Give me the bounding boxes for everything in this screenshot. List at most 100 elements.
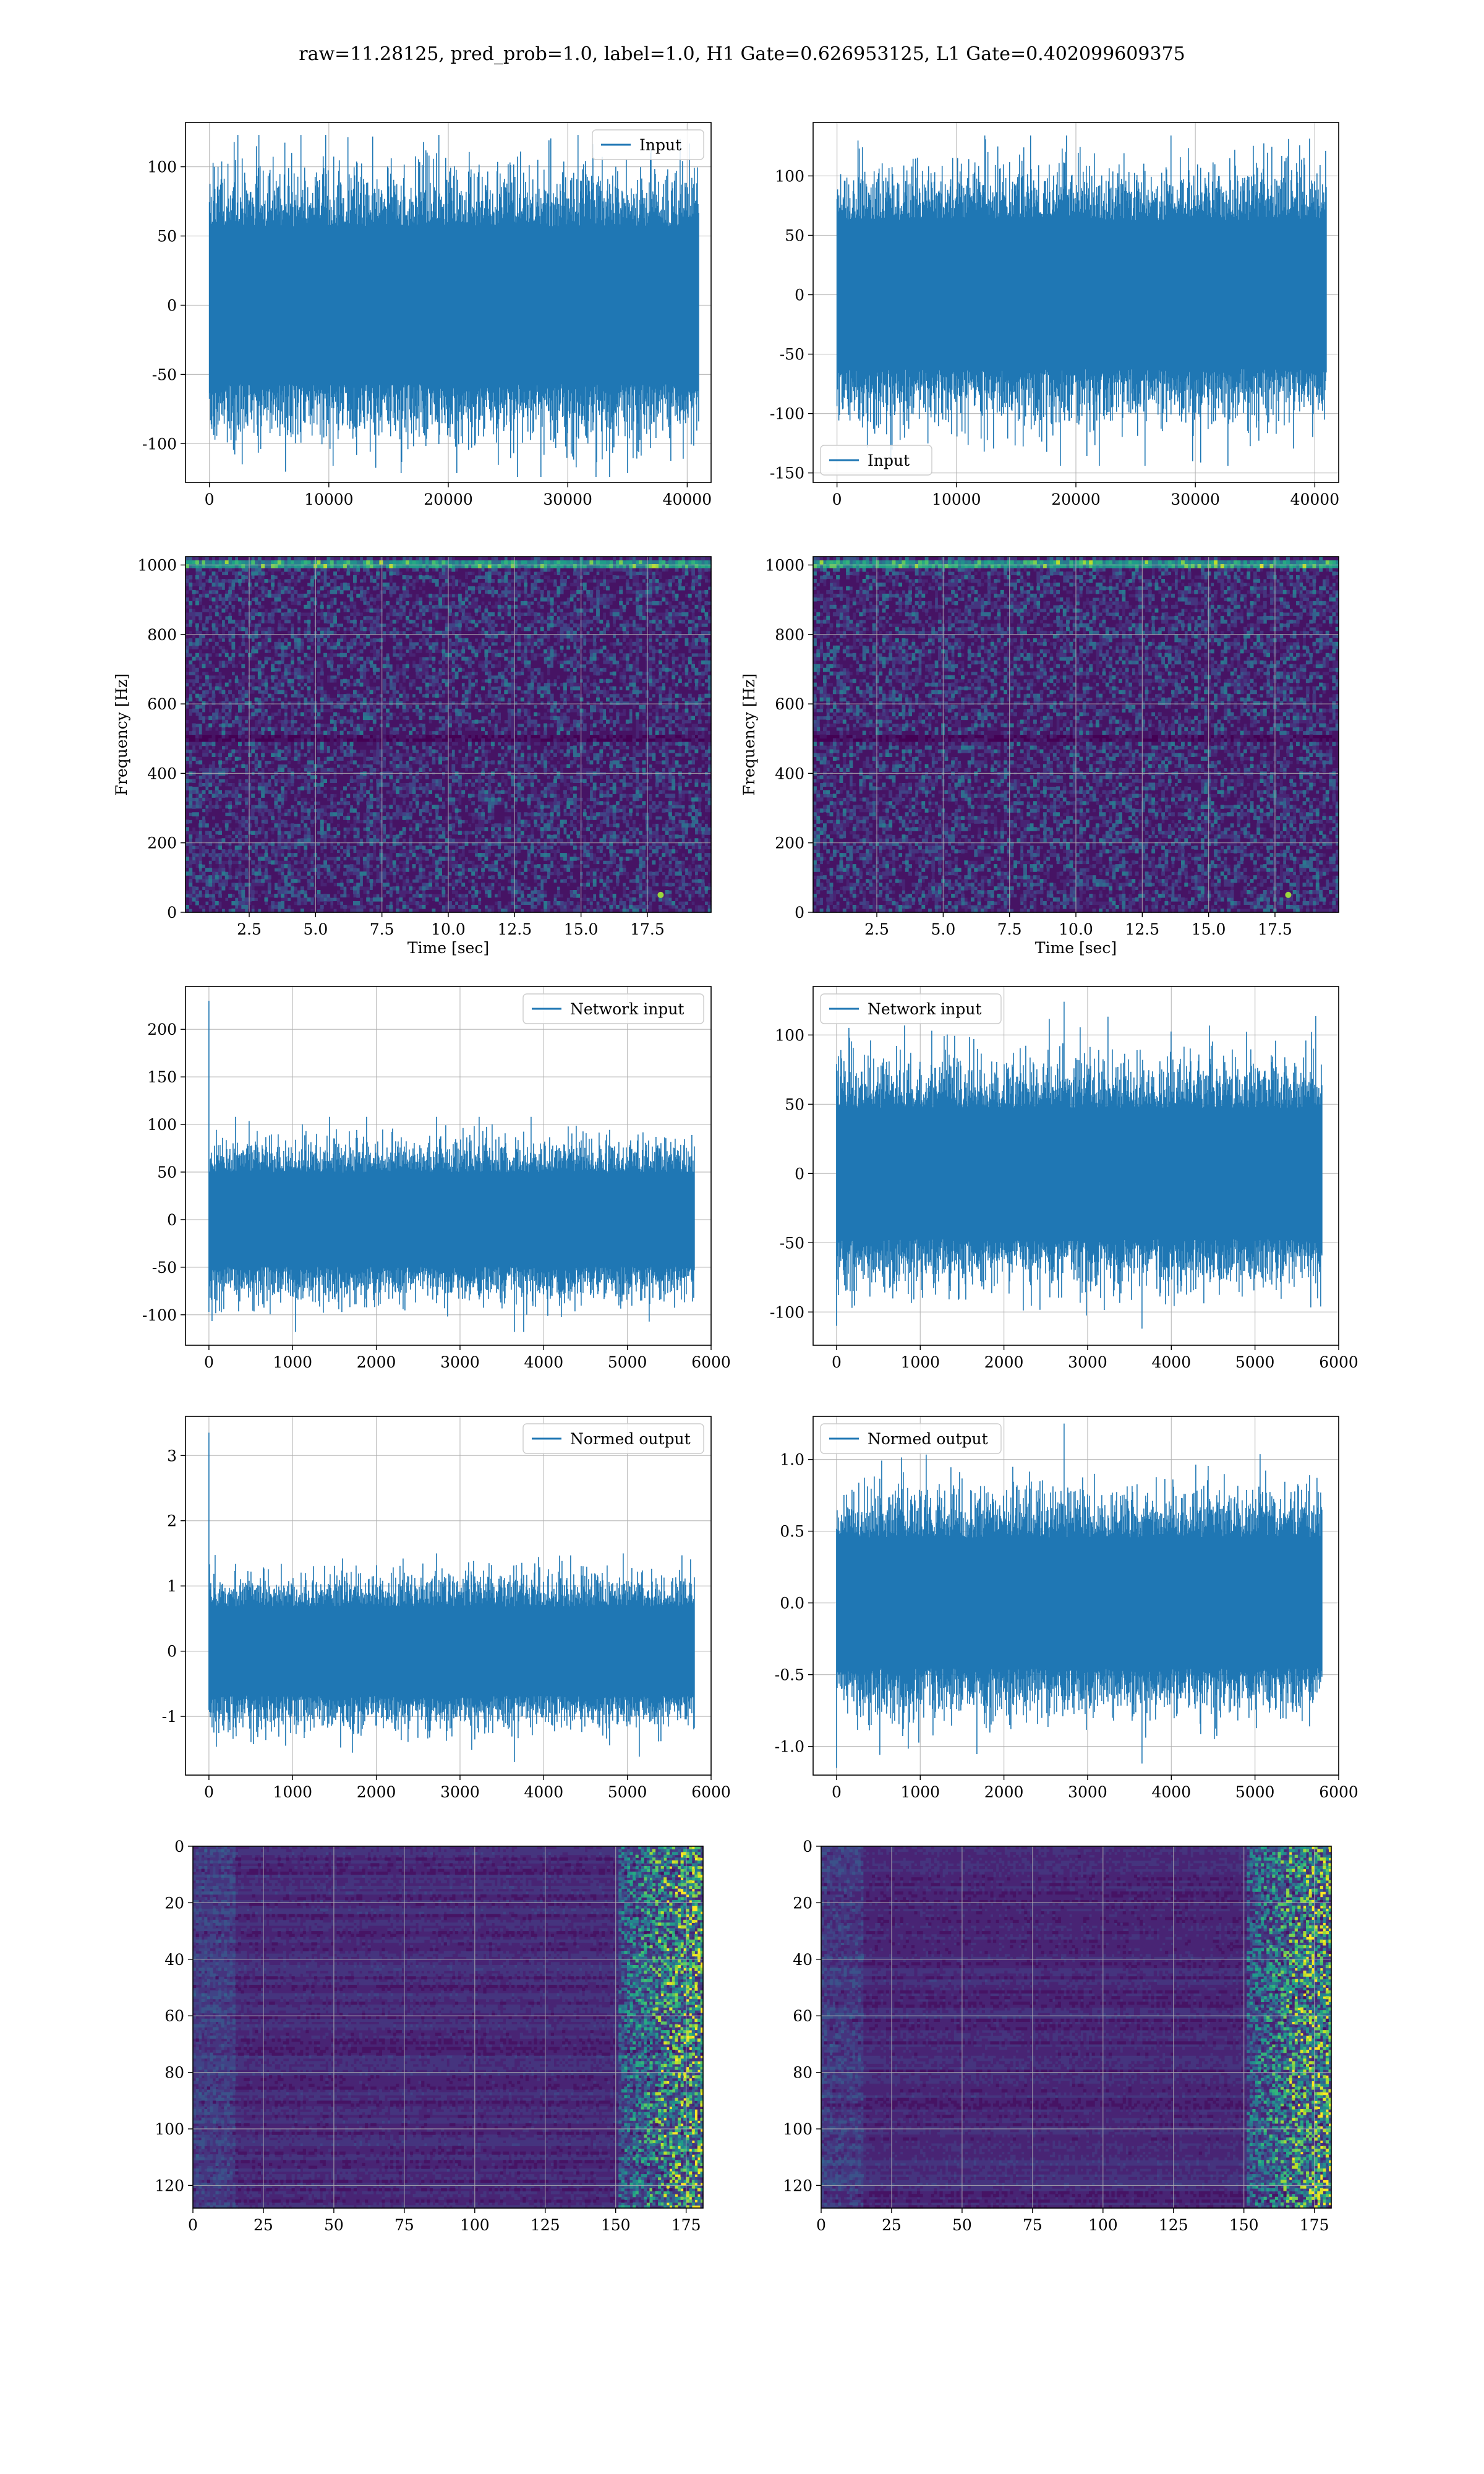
legend-label: Input: [868, 452, 910, 469]
axes-frame: [812, 986, 1339, 1346]
legend-label: Network input: [570, 1000, 684, 1018]
heatmap-cells: [193, 1846, 704, 2209]
x-tick-label: 12.5: [1125, 920, 1159, 938]
y-tick-label: 120: [155, 2177, 184, 2194]
x-tick-label: 1000: [900, 1353, 940, 1371]
x-tick-label: 175: [672, 2216, 701, 2234]
x-tick-label: 5.0: [303, 920, 328, 938]
heatmap-cell-group: [618, 1849, 704, 2209]
heatmap-cell-group: [824, 1854, 1332, 2209]
x-tick-label: 125: [1159, 2216, 1188, 2234]
axes-frame: [821, 1846, 1332, 2209]
axes-frame: [812, 1416, 1339, 1776]
heatmap-cell-group: [271, 560, 652, 568]
x-axis-label: Time [sec]: [407, 939, 489, 957]
chart-l1-feature-map: 0 25 50 75 100 125 150 175 0 20 40 60 80 100 120: [783, 1838, 1332, 2234]
x-tick-label: 3000: [440, 1353, 480, 1371]
x-tick-label: 20000: [424, 490, 473, 508]
x-tick-label: 25: [882, 2216, 902, 2234]
y-tick-label: 2: [167, 1512, 177, 1530]
x-tick-label: 5.0: [931, 920, 955, 938]
x-tick-label: 20000: [1051, 490, 1101, 508]
y-tick-label: 0.5: [780, 1523, 804, 1541]
x-tick-label: 4000: [1151, 1353, 1191, 1371]
x-tick-label: 2000: [357, 1783, 396, 1801]
y-tick-label: 400: [775, 764, 804, 782]
x-tick-label: 1000: [900, 1783, 940, 1801]
y-tick-label: 50: [157, 1163, 177, 1181]
y-tick-label: 100: [783, 2120, 812, 2138]
y-tick-label: 0: [174, 1838, 184, 1856]
y-tick-label: 0: [167, 1643, 177, 1661]
x-tick-label: 3000: [440, 1783, 480, 1801]
legend-label: Normed output: [570, 1430, 691, 1448]
y-tick-label: 100: [155, 2120, 184, 2138]
x-tick-label: 6000: [1319, 1783, 1358, 1801]
x-tick-label: 17.5: [1258, 920, 1292, 938]
chart-l1-spectrogram: 2.5 5.0 7.5 10.0 12.5 15.0 17.5 0 200 400 600 800 10…: [740, 556, 1339, 957]
chart-l1-input: 0 10000 20000 30000 40000 -150 -100 -50 0 50 100 In…: [770, 122, 1339, 508]
heatmap-cells: [821, 1846, 1332, 2209]
x-tick-label: 40000: [663, 490, 712, 508]
x-axis-label: Time [sec]: [1035, 939, 1117, 957]
y-tick-label: 200: [147, 834, 177, 852]
heatmap-cell-group: [649, 1846, 704, 2203]
y-tick-label: 0: [167, 1211, 177, 1229]
x-tick-label: 2.5: [864, 920, 889, 938]
y-tick-label: 40: [164, 1951, 184, 1969]
x-tick-label: 1000: [273, 1353, 312, 1371]
y-tick-label: 800: [147, 626, 177, 644]
y-tick-label: -50: [152, 1259, 177, 1277]
legend-label: Normed output: [868, 1430, 988, 1448]
legend-box: [820, 1423, 1002, 1454]
x-tick-label: 10000: [932, 490, 981, 508]
chart-h1-normed-output: 0 1000 2000 3000 4000 5000 6000 -1 0 1 2 3 Normed ou…: [162, 1416, 731, 1801]
y-tick-label: 60: [164, 2007, 184, 2025]
heatmap-cell-group: [1277, 1846, 1332, 2206]
x-tick-label: 15.0: [564, 920, 599, 938]
y-tick-label: 800: [775, 626, 804, 644]
x-tick-label: 40000: [1290, 490, 1340, 508]
y-tick-label: 50: [785, 226, 804, 244]
x-tick-label: 5000: [608, 1353, 647, 1371]
y-tick-label: 0.0: [780, 1594, 804, 1612]
x-tick-label: 4000: [524, 1783, 563, 1801]
x-tick-label: 10.0: [1059, 920, 1093, 938]
legend-box: [522, 1423, 704, 1454]
heatmap-cell-group: [193, 1857, 704, 2203]
x-tick-label: 0: [204, 1353, 214, 1371]
x-tick-label: 7.5: [997, 920, 1022, 938]
x-tick-label: 6000: [691, 1353, 731, 1371]
x-tick-label: 15.0: [1192, 920, 1226, 938]
heatmap-cell-group: [1289, 1846, 1332, 2206]
heatmap-cell-group: [1261, 1857, 1332, 2209]
chart-h1-spectrogram: 2.5 5.0 7.5 10.0 12.5 15.0 17.5 0 200 400 600 800 10…: [113, 556, 712, 957]
x-tick-label: 175: [1300, 2216, 1329, 2234]
heatmap-cell-group: [1286, 1857, 1332, 2200]
y-tick-label: 1: [167, 1577, 177, 1595]
y-tick-label: -0.5: [775, 1666, 804, 1684]
y-tick-label: 0: [167, 904, 177, 922]
y-tick-label: 0: [795, 1165, 804, 1183]
x-tick-label: 6000: [1319, 1353, 1358, 1371]
x-tick-label: 0: [832, 1353, 842, 1371]
x-tick-label: 6000: [691, 1783, 731, 1801]
y-tick-label: 80: [793, 2064, 812, 2082]
axes-frame: [192, 1846, 704, 2209]
legend-box: [820, 993, 1002, 1024]
series-line: [208, 1432, 695, 1762]
x-tick-label: 75: [1023, 2216, 1043, 2234]
heatmap-cell-group: [621, 1849, 704, 2209]
chart-l1-normed-output: 0 1000 2000 3000 4000 5000 6000 -1.0 -0.5 0.0 0.5 1…: [775, 1416, 1358, 1801]
legend-box: [522, 993, 704, 1024]
x-tick-label: 17.5: [630, 920, 665, 938]
x-tick-label: 100: [1088, 2216, 1118, 2234]
heatmap-cell-group: [186, 560, 709, 568]
x-tick-label: 0: [816, 2216, 826, 2234]
y-tick-label: 60: [793, 2007, 812, 2025]
y-tick-label: 1000: [137, 556, 177, 574]
series-line: [836, 1423, 1323, 1768]
heatmap-hotspot: [657, 891, 664, 898]
chart-l1-network-input: 0 1000 2000 3000 4000 5000 6000 -100 -50 0 50 100 Ne…: [770, 986, 1358, 1371]
